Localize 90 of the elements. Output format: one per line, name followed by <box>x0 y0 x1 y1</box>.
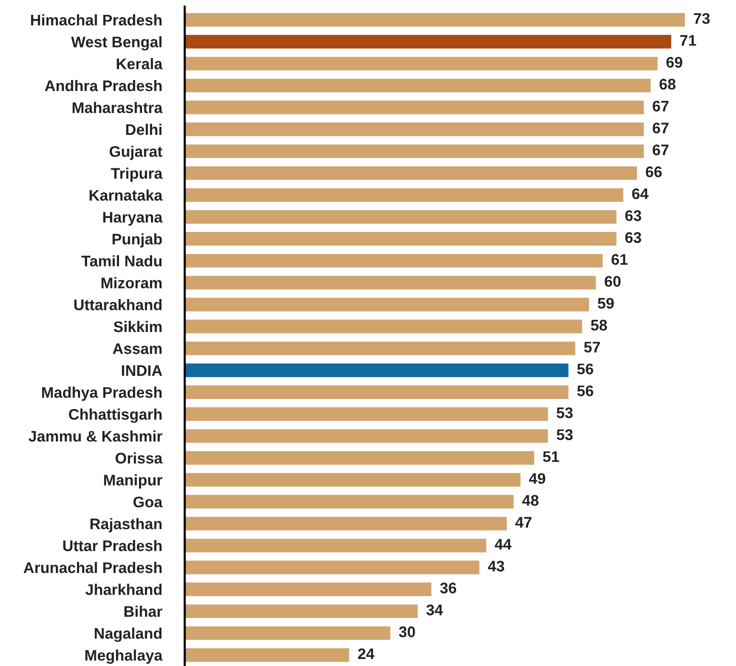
y-tick-label: Haryana <box>103 212 163 226</box>
data-label: 48 <box>522 494 538 506</box>
bar <box>184 188 624 202</box>
data-label: 43 <box>488 560 504 572</box>
data-label: 51 <box>542 451 560 462</box>
y-tick-label: Bihar <box>124 606 162 617</box>
y-tick-label: Karnataka <box>90 190 163 201</box>
bar <box>184 407 548 421</box>
y-tick-label: Madhya Pradesh <box>42 386 162 401</box>
data-label: 56 <box>577 364 594 374</box>
y-tick-label: Kerala <box>116 58 163 70</box>
y-tick-label: Sikkim <box>114 320 162 332</box>
bar <box>184 144 644 158</box>
bar <box>184 166 637 180</box>
bar <box>184 582 432 596</box>
bar <box>184 13 685 27</box>
data-label: 68 <box>660 78 676 90</box>
bar <box>184 276 596 290</box>
bar <box>184 626 390 640</box>
y-tick-label: Himachal Pradesh <box>31 14 162 26</box>
bar <box>184 516 507 530</box>
data-label: 34 <box>426 604 443 616</box>
y-tick-label: West Bengal <box>71 36 162 50</box>
data-label: 36 <box>440 582 456 594</box>
data-label: 67 <box>652 144 668 156</box>
y-tick-label: Nagaland <box>94 628 162 642</box>
y-tick-label: Jammu & Kashmir <box>28 430 162 442</box>
y-tick-label: Uttarakhand <box>74 299 162 310</box>
y-tick-label: Arunachal Pradesh <box>24 562 162 574</box>
bar <box>184 320 582 334</box>
data-label: 64 <box>632 188 649 200</box>
data-label: 24 <box>358 648 374 659</box>
data-label: 57 <box>584 342 600 352</box>
y-tick-label: Goa <box>133 496 163 508</box>
bar <box>184 494 514 509</box>
data-label: 56 <box>577 385 594 396</box>
y-tick-label: INDIA <box>122 365 162 376</box>
bar <box>184 538 486 552</box>
bar <box>184 363 568 378</box>
bar <box>184 560 480 574</box>
bar <box>184 473 520 487</box>
data-label: 63 <box>625 232 642 243</box>
y-tick-label: Mizoram <box>102 277 162 288</box>
data-label: 61 <box>612 254 628 265</box>
data-label: 53 <box>556 429 573 440</box>
y-tick-label: Manipur <box>104 474 162 489</box>
bar <box>184 56 658 70</box>
y-tick-label: Meghalaya <box>85 650 163 664</box>
data-label: 63 <box>625 210 642 222</box>
y-tick-label: Chhattisgarh <box>68 408 162 423</box>
y-tick-label: Uttar Pradesh <box>63 540 162 552</box>
data-label: 49 <box>529 473 546 484</box>
data-label: 47 <box>515 517 532 528</box>
data-label: 73 <box>694 13 710 24</box>
bar <box>184 78 651 92</box>
data-label: 67 <box>652 100 668 112</box>
data-label: 59 <box>598 298 614 309</box>
data-label: 66 <box>646 166 662 178</box>
data-label: 67 <box>652 122 668 134</box>
bar <box>184 298 590 312</box>
data-label: 69 <box>666 56 682 68</box>
data-label: 30 <box>398 626 415 638</box>
bar <box>184 342 576 356</box>
y-tick-label: Tripura <box>110 168 163 182</box>
bar <box>184 100 644 114</box>
y-tick-label: Jharkhand <box>85 584 162 596</box>
bar <box>184 232 616 246</box>
bar <box>184 648 350 662</box>
y-tick-label: Maharashtra <box>72 102 163 114</box>
bar <box>184 254 603 268</box>
y-tick-label: Rajasthan <box>90 518 162 532</box>
y-tick-label: Tamil Nadu <box>81 255 162 266</box>
y-tick-label: Orissa <box>116 452 163 464</box>
data-label: 53 <box>556 407 573 418</box>
y-tick-label: Punjab <box>112 233 162 248</box>
data-label: 58 <box>590 320 608 331</box>
bar <box>184 604 418 618</box>
data-label: 44 <box>494 538 512 550</box>
bar <box>184 34 672 48</box>
bar <box>184 210 616 224</box>
y-tick-label: Assam <box>112 343 162 354</box>
bar <box>184 429 548 443</box>
bar <box>184 451 534 465</box>
y-tick-label: Gujarat <box>110 146 162 160</box>
y-tick-label: Andhra Pradesh <box>44 80 162 92</box>
data-label: 71 <box>680 35 696 46</box>
bar <box>184 122 644 136</box>
bar <box>184 385 568 399</box>
data-label: 60 <box>604 276 621 287</box>
y-tick-label: Delhi <box>126 124 162 136</box>
